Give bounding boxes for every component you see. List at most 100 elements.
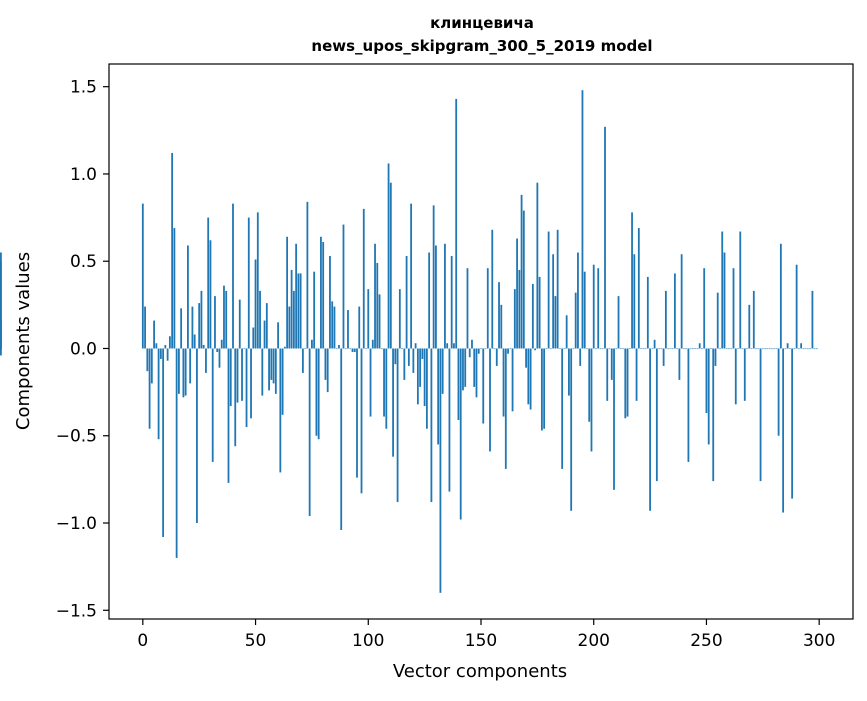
bar bbox=[477, 348, 480, 354]
bar bbox=[462, 348, 464, 391]
bar bbox=[671, 348, 674, 350]
bar bbox=[252, 327, 255, 349]
bar bbox=[574, 292, 577, 349]
bar bbox=[232, 203, 234, 349]
bar bbox=[791, 348, 794, 499]
bar bbox=[342, 224, 345, 349]
bar bbox=[214, 296, 216, 349]
bar bbox=[353, 348, 356, 352]
bar bbox=[268, 348, 270, 391]
bar bbox=[378, 294, 381, 349]
bar bbox=[141, 203, 144, 349]
y-tick-label: −1.0 bbox=[56, 514, 97, 534]
bar bbox=[565, 315, 568, 349]
bar bbox=[676, 348, 679, 350]
bar bbox=[180, 308, 183, 349]
bar bbox=[610, 348, 613, 380]
bar bbox=[394, 348, 397, 365]
bar bbox=[313, 271, 316, 349]
bar bbox=[545, 348, 548, 350]
bar bbox=[572, 348, 575, 350]
bar bbox=[261, 348, 264, 396]
bar bbox=[187, 245, 189, 349]
bar bbox=[757, 348, 760, 350]
bar bbox=[678, 348, 681, 380]
bar bbox=[619, 348, 622, 350]
bar bbox=[793, 348, 796, 350]
bar bbox=[367, 289, 370, 349]
bar bbox=[606, 348, 609, 401]
bar bbox=[800, 343, 803, 349]
bar bbox=[588, 348, 591, 422]
bar bbox=[761, 348, 764, 350]
bar bbox=[714, 348, 717, 366]
bar bbox=[216, 348, 219, 352]
bar bbox=[755, 348, 757, 350]
bar bbox=[779, 243, 782, 349]
y-tick-label: 0.0 bbox=[70, 339, 97, 359]
bar bbox=[324, 348, 327, 380]
bar bbox=[748, 304, 751, 349]
bar bbox=[622, 348, 624, 350]
bar bbox=[595, 348, 597, 350]
bar bbox=[649, 348, 651, 511]
bar bbox=[290, 269, 293, 349]
bar bbox=[795, 264, 798, 349]
bar bbox=[349, 348, 352, 350]
bar bbox=[159, 348, 162, 359]
bar bbox=[685, 348, 688, 350]
bar bbox=[531, 283, 534, 349]
bar bbox=[640, 348, 642, 350]
bar bbox=[743, 348, 746, 401]
bar bbox=[502, 348, 505, 417]
bar bbox=[807, 348, 809, 350]
bar bbox=[797, 348, 800, 350]
bar bbox=[191, 306, 194, 349]
bar bbox=[209, 240, 212, 349]
bar bbox=[721, 231, 724, 349]
bar bbox=[653, 339, 656, 349]
bar bbox=[732, 268, 735, 349]
bar bbox=[245, 348, 248, 428]
bar bbox=[660, 348, 663, 350]
bar bbox=[689, 348, 692, 350]
bar bbox=[387, 163, 390, 349]
y-axis-label: Components values bbox=[13, 252, 34, 430]
bar bbox=[809, 348, 812, 350]
bar bbox=[446, 343, 449, 349]
bar bbox=[597, 268, 600, 349]
bar bbox=[281, 348, 284, 415]
bar bbox=[265, 303, 268, 349]
bar bbox=[813, 348, 816, 350]
bar bbox=[664, 290, 667, 349]
bar bbox=[414, 343, 417, 349]
bar bbox=[259, 290, 261, 349]
bar bbox=[637, 228, 640, 349]
bar bbox=[728, 348, 730, 350]
bar bbox=[683, 348, 685, 350]
bar bbox=[189, 348, 192, 384]
bar bbox=[306, 201, 309, 349]
bar bbox=[552, 254, 555, 349]
chart-subtitle: news_upos_skipgram_300_5_2019 model bbox=[311, 37, 652, 55]
chart-title: клинцевича bbox=[430, 14, 534, 32]
bar bbox=[301, 348, 304, 373]
bar bbox=[775, 348, 778, 350]
bar bbox=[507, 348, 509, 354]
bar bbox=[299, 273, 302, 349]
bar bbox=[493, 348, 496, 350]
bar bbox=[430, 348, 433, 503]
bar bbox=[274, 348, 277, 394]
bar bbox=[716, 292, 719, 349]
bar bbox=[362, 208, 365, 349]
bar bbox=[464, 348, 467, 387]
bar bbox=[0, 252, 2, 349]
bar bbox=[288, 306, 291, 349]
bar bbox=[412, 348, 415, 373]
bar bbox=[601, 348, 604, 350]
bar bbox=[592, 264, 595, 349]
bar bbox=[360, 348, 363, 494]
bar bbox=[513, 289, 516, 349]
